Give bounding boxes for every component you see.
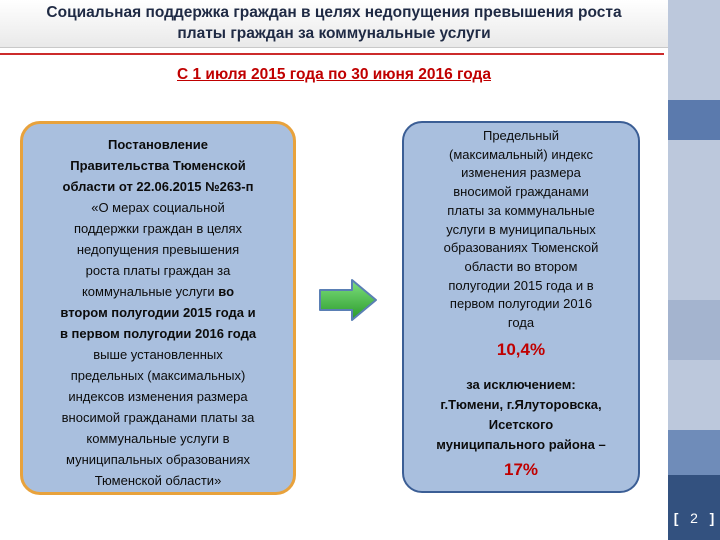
index-line: вносимой гражданами [453,184,589,200]
resolution-line: Тюменской области» [94,473,222,488]
resolution-line: области от 22.06.2015 №263-п [62,179,254,194]
right-arrow-icon [319,279,377,321]
resolution-line: Правительства Тюменской [70,158,246,173]
sidebar-band-bottom [668,475,720,540]
sidebar-band-top [668,100,720,140]
title-line-2: платы граждан за коммунальные услуги [177,25,491,42]
index-line: платы за коммунальные [447,202,595,218]
resolution-text: коммунальные услуги [81,284,219,299]
bracket-left: [ [673,510,679,526]
resolution-line: вносимой гражданами платы за [61,410,255,425]
title-line-1: Социальная поддержка граждан в целях нед… [46,4,622,21]
index-line: области во втором [464,258,578,274]
decorative-sidebar [668,0,720,540]
index-box: Предельный (максимальный) индекс изменен… [402,121,640,493]
resolution-line: коммунальные услуги в [86,431,230,446]
title-underline [0,53,664,55]
index-line: (максимальный) индекс [449,146,593,162]
resolution-line: коммунальные услуги во [23,281,293,302]
sidebar-band-middle [668,300,720,360]
index-value: 10,4% [496,339,546,359]
resolution-line: недопущения превышения [76,242,240,257]
slide-title: Социальная поддержка граждан в целях нед… [0,0,668,48]
resolution-line: предельных (максимальных) [70,368,246,383]
index-line: изменения размера [461,165,581,181]
index-line: услуги в муниципальных [446,221,596,237]
bracket-right: ] [709,510,715,526]
resolution-line: «О мерах социальной [91,200,225,215]
exception-line: г.Тюмени, г.Ялуторовска, [440,396,602,412]
resolution-box: Постановление Правительства Тюменской об… [20,121,296,495]
period-heading: С 1 июля 2015 года по 30 июня 2016 года [177,66,491,83]
resolution-line: муниципальных образованиях [66,452,250,467]
exception-index-value: 17% [503,459,539,479]
page-number: [ 2 ] [668,510,720,526]
resolution-line: индексов изменения размера [68,389,248,404]
index-line: первом полугодии 2016 [449,296,593,312]
page-number-value: 2 [690,510,698,526]
resolution-line: в первом полугодии 2016 года [59,326,257,341]
index-line: года [507,315,535,331]
sidebar-band-lower [668,430,720,475]
exception-line: муниципального района – [436,436,606,452]
resolution-line: Постановление [108,137,208,152]
resolution-line: втором полугодии 2015 года и [60,305,256,320]
resolution-line: поддержки граждан в целях [73,221,243,236]
index-line: Предельный [482,128,560,143]
resolution-text-bold: во [218,284,235,299]
index-line: полугодии 2015 года и в [448,277,594,293]
exception-line: за исключением: [466,376,576,392]
resolution-line: выше установленных [93,347,223,362]
exception-line: Исетского [488,416,554,432]
index-line: образованиях Тюменской [443,240,599,256]
resolution-line: роста платы граждан за [85,263,231,278]
